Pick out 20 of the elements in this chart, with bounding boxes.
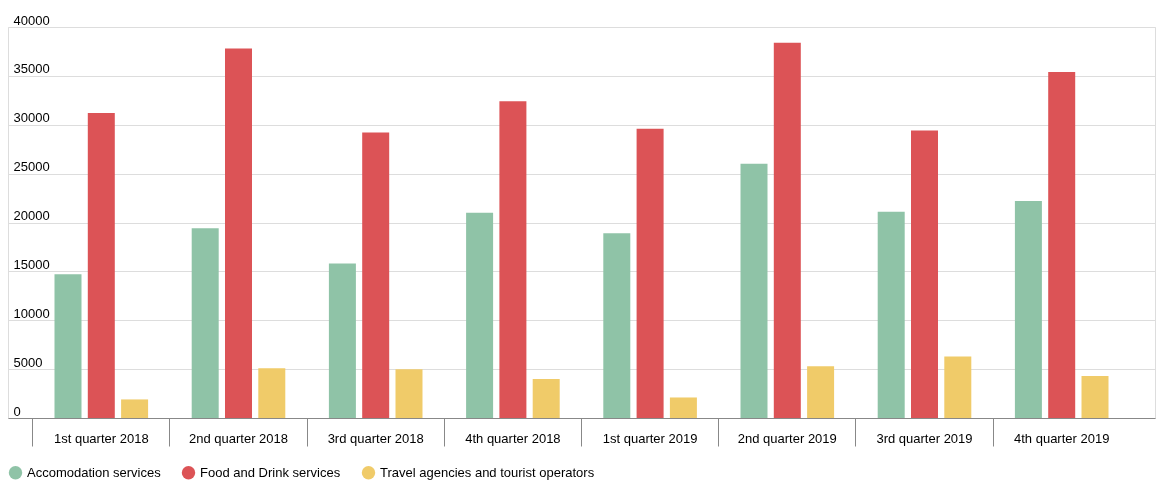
x-tick-label: 1st quarter 2019 (602, 430, 698, 446)
x-tick-label: 3rd quarter 2019 (876, 430, 973, 446)
x-tick-label: 1st quarter 2018 (53, 430, 149, 446)
y-tick-label: 20000 (13, 208, 50, 223)
x-tick-label: 4th quarter 2018 (465, 430, 561, 446)
y-tick-label: 30000 (13, 110, 50, 126)
x-tick-label: 4th quarter 2019 (1014, 430, 1110, 446)
y-tick-label: 15000 (13, 256, 50, 272)
x-tick-label: 2nd quarter 2018 (188, 430, 289, 446)
legend-label: Food and Drink services (200, 464, 341, 480)
x-tick-label: 2nd quarter 2019 (737, 430, 837, 446)
y-tick-label: 0 (13, 403, 21, 419)
legend-label: Travel agencies and tourist operators (380, 464, 595, 480)
y-tick-label: 5000 (13, 354, 43, 370)
x-tick-label: 3rd quarter 2018 (327, 430, 424, 446)
y-tick-label: 35000 (13, 61, 50, 77)
y-tick-label: 25000 (13, 159, 50, 175)
y-tick-label: 10000 (13, 305, 50, 321)
y-tick-label: 40000 (13, 12, 50, 28)
legend-label: Accomodation services (27, 464, 162, 480)
